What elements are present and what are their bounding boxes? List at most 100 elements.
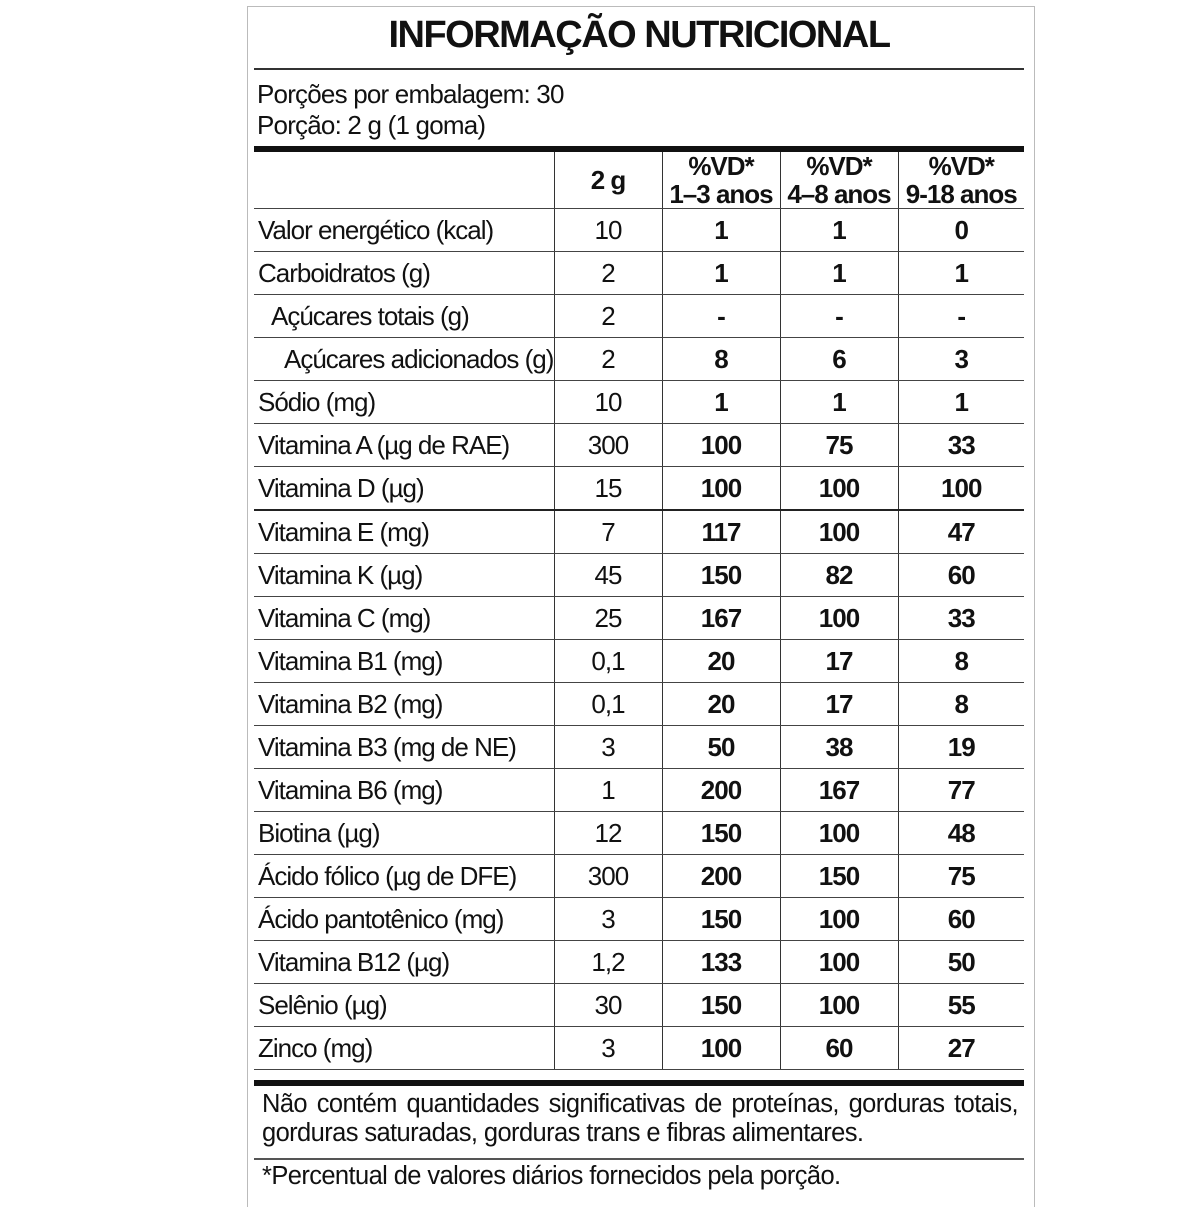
vd-1-3-value: -	[661, 294, 780, 338]
amount-value: 2	[553, 337, 662, 381]
table-row: Selênio (µg) 30 150 100 55	[254, 983, 1024, 1027]
vd-9-18-value: 33	[897, 596, 1024, 640]
nutrient-name: Biotina (µg)	[254, 811, 554, 855]
amount-value: 7	[553, 510, 662, 554]
amount-value: 3	[553, 897, 662, 941]
vd-9-18-value: 55	[897, 983, 1024, 1027]
vd-9-18-value: 8	[897, 682, 1024, 726]
amount-value: 45	[553, 553, 662, 597]
table-row: Vitamina B2 (mg) 0,1 20 17 8	[254, 682, 1024, 726]
vd-1-3-value: 133	[661, 940, 780, 984]
vd-9-18-value: 3	[897, 337, 1024, 381]
nutrient-name: Vitamina C (mg)	[254, 596, 554, 640]
label-border	[247, 6, 1035, 1207]
vd-1-3-value: 117	[661, 510, 780, 554]
vd-9-18-value: 8	[897, 639, 1024, 683]
header-age: 9-18 anos	[905, 179, 1018, 209]
vd-4-8-value: 100	[779, 811, 898, 855]
nutrient-name: Vitamina B12 (µg)	[254, 940, 554, 984]
serving-size: Porção: 2 g (1 goma)	[257, 110, 486, 140]
amount-value: 300	[553, 423, 662, 467]
table-row: Vitamina A (µg de RAE) 300 100 75 33	[254, 423, 1024, 467]
nutrient-name: Valor energético (kcal)	[254, 208, 554, 252]
header-vd-label: %VD*	[688, 151, 754, 181]
table-header-row: 2 g %VD* 1–3 anos %VD* 4–8 anos %VD* 9-18 a…	[254, 152, 1024, 209]
vd-9-18-value: 1	[897, 380, 1024, 424]
vd-1-3-value: 150	[661, 983, 780, 1027]
nutrient-name: Vitamina K (µg)	[254, 553, 554, 597]
header-amount: 2 g	[553, 152, 662, 209]
nutrient-name: Sódio (mg)	[254, 380, 554, 424]
nutrient-name: Selênio (µg)	[254, 983, 554, 1027]
table-row: Zinco (mg) 3 100 60 27	[254, 1026, 1024, 1070]
table-row: Ácido pantotênico (mg) 3 150 100 60	[254, 897, 1024, 941]
table-row: Valor energético (kcal) 10 1 1 0	[254, 208, 1024, 252]
vd-9-18-value: 100	[897, 466, 1024, 511]
vd-4-8-value: 100	[779, 897, 898, 941]
header-vd-1-3: %VD* 1–3 anos	[661, 151, 780, 209]
divider	[254, 1158, 1024, 1160]
nutrient-name: Vitamina B6 (mg)	[254, 768, 554, 812]
table-row: Açúcares totais (g) 2- - -	[254, 294, 1024, 338]
nutrient-name: Ácido pantotênico (mg)	[254, 897, 554, 941]
table-row: Vitamina B1 (mg) 0,1 20 17 8	[254, 639, 1024, 683]
vd-9-18-value: 1	[897, 251, 1024, 295]
vd-4-8-value: 150	[779, 854, 898, 898]
table-row: Ácido fólico (µg de DFE) 300 200 150 75	[254, 854, 1024, 898]
vd-9-18-value: 33	[897, 423, 1024, 467]
amount-value: 2	[553, 251, 662, 295]
table-row: Vitamina B3 (mg de NE) 3 50 38 19	[254, 725, 1024, 769]
vd-1-3-value: 150	[661, 811, 780, 855]
vd-9-18-value: 0	[897, 208, 1024, 252]
vd-9-18-value: 27	[897, 1026, 1024, 1070]
vd-4-8-value: 82	[779, 553, 898, 597]
vd-9-18-value: 48	[897, 811, 1024, 855]
servings-per-package: Porções por embalagem: 30	[257, 79, 564, 109]
amount-value: 12	[553, 811, 662, 855]
amount-value: 3	[553, 1026, 662, 1070]
header-age: 4–8 anos	[787, 179, 891, 209]
header-vd-9-18: %VD* 9-18 anos	[897, 152, 1024, 209]
vd-4-8-value: 100	[779, 510, 898, 554]
table-row: Açúcares adicionados (g) 2 8 6 3	[254, 337, 1024, 381]
nutrient-name: Carboidratos (g)	[254, 251, 554, 295]
amount-value: 0,1	[553, 682, 662, 726]
vd-1-3-value: 50	[661, 725, 780, 769]
vd-1-3-value: 1	[661, 208, 780, 252]
footnote: *Percentual de valores diários fornecido…	[262, 1162, 841, 1190]
table-row: Vitamina K (µg) 45 150 82 60	[254, 553, 1024, 597]
amount-value: 1,2	[553, 940, 662, 984]
table-row: Vitamina E (mg) 7 117 100 47	[254, 510, 1024, 554]
amount-value: 300	[553, 854, 662, 898]
vd-9-18-value: 47	[897, 510, 1024, 554]
nutrient-name: Vitamina A (µg de RAE)	[254, 423, 554, 467]
vd-9-18-value: 60	[897, 553, 1024, 597]
vd-9-18-value: -	[897, 294, 1024, 338]
nutrition-table: 2 g %VD* 1–3 anos %VD* 4–8 anos %VD* 9-18 a…	[254, 152, 1024, 1070]
nutrient-name: Açúcares adicionados (g)	[254, 337, 554, 381]
table-row: Vitamina C (mg) 25 167 100 33	[254, 596, 1024, 640]
nutrient-name: Ácido fólico (µg de DFE)	[254, 854, 554, 898]
vd-4-8-value: 167	[779, 768, 898, 812]
nutrient-name: Vitamina D (µg)	[254, 466, 554, 511]
vd-9-18-value: 19	[897, 725, 1024, 769]
vd-1-3-value: 100	[661, 1026, 780, 1070]
vd-4-8-value: 1	[779, 380, 898, 424]
nutrient-note: Não contém quantidades significativas de…	[262, 1090, 1019, 1147]
thick-divider	[254, 146, 1024, 152]
vd-4-8-value: 100	[779, 983, 898, 1027]
vd-1-3-value: 150	[661, 553, 780, 597]
nutrient-name: Zinco (mg)	[254, 1026, 554, 1070]
label-title: INFORMAÇÃO NUTRICIONAL	[388, 14, 891, 56]
vd-4-8-value: -	[779, 294, 898, 338]
vd-1-3-value: 1	[661, 380, 780, 424]
table-row: Biotina (µg) 12 150 100 48	[254, 811, 1024, 855]
amount-value: 10	[553, 208, 662, 252]
vd-4-8-value: 38	[779, 725, 898, 769]
amount-value: 2	[553, 294, 662, 338]
vd-4-8-value: 17	[779, 682, 898, 726]
amount-value: 10	[553, 380, 662, 424]
header-blank	[254, 152, 554, 209]
vd-4-8-value: 6	[779, 337, 898, 381]
vd-1-3-value: 20	[661, 639, 780, 683]
